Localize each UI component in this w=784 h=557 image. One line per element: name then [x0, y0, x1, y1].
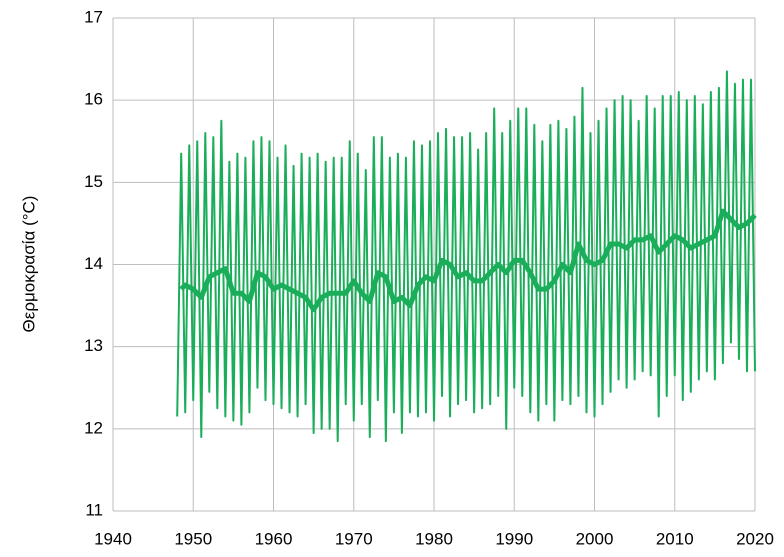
x-tick-label: 2020: [736, 529, 774, 548]
x-tick-label: 2010: [656, 529, 694, 548]
line-series: [176, 70, 756, 443]
y-tick-label: 11: [85, 500, 103, 519]
y-tick-label: 13: [84, 336, 103, 355]
y-tick-label: 15: [84, 172, 103, 191]
line-series: [179, 208, 757, 313]
x-tick-label: 1980: [415, 529, 453, 548]
y-tick-label: 16: [84, 90, 103, 109]
x-tick-label: 1960: [255, 529, 293, 548]
x-tick-label: 1970: [335, 529, 373, 548]
y-axis-label: Θερμοκρασία (°C): [19, 196, 38, 333]
x-tick-label: 1990: [495, 529, 533, 548]
x-tick-label: 1940: [94, 529, 132, 548]
y-tick-label: 14: [84, 254, 103, 273]
y-tick-label: 17: [84, 7, 103, 26]
x-tick-label: 1950: [174, 529, 212, 548]
y-tick-label: 12: [84, 418, 103, 437]
x-tick-label: 2000: [576, 529, 614, 548]
